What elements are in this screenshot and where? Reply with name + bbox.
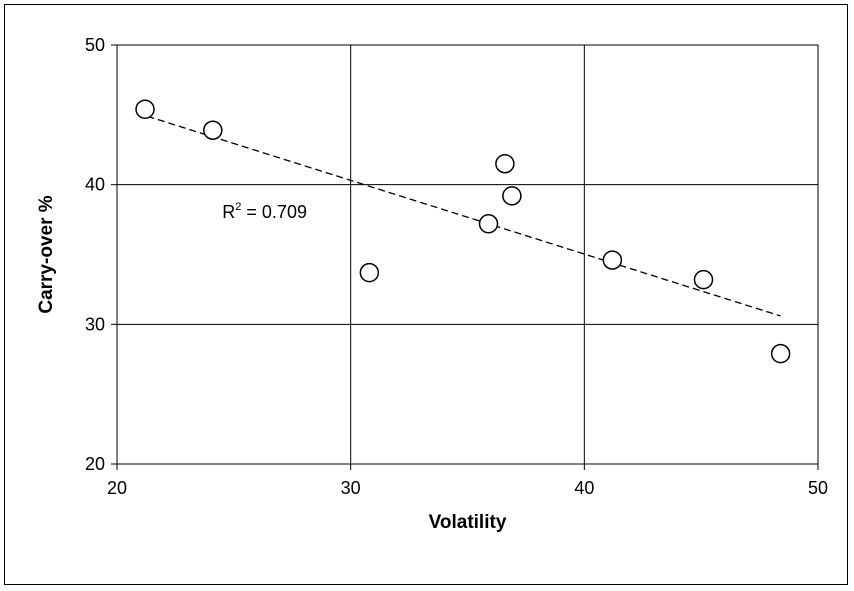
- axis-layer: [111, 44, 819, 470]
- y-tick-label: 50: [85, 35, 105, 55]
- data-point: [359, 262, 380, 283]
- trendline: [147, 115, 781, 317]
- x-axis-title: Volatility: [429, 512, 507, 533]
- tick-label-layer: 20 30 40 50 20 30 40 50: [85, 35, 828, 498]
- plot-area-border: [116, 44, 819, 465]
- trendline-layer: [147, 115, 781, 317]
- r-squared-value: = 0.709: [241, 202, 307, 222]
- x-tick-label: 50: [808, 478, 828, 498]
- data-point: [135, 99, 155, 119]
- y-axis-title: Carry-over %: [36, 195, 57, 313]
- r-squared-label: R: [222, 202, 235, 222]
- data-point-layer: [135, 99, 791, 364]
- data-point: [693, 269, 714, 290]
- y-tick-label: 20: [85, 454, 105, 474]
- data-point: [203, 120, 223, 140]
- x-tick-label: 40: [574, 478, 594, 498]
- data-point: [602, 250, 623, 270]
- r-squared-annotation: R2 = 0.709: [222, 201, 307, 222]
- data-point: [478, 214, 499, 234]
- y-tick-label: 30: [85, 314, 105, 334]
- x-tick-label: 20: [107, 478, 127, 498]
- grid-layer: [117, 45, 818, 464]
- r-squared-exponent: 2: [235, 201, 241, 213]
- y-tick-label: 40: [85, 175, 105, 195]
- x-tick-label: 30: [341, 478, 361, 498]
- data-point: [770, 343, 791, 364]
- data-point: [502, 186, 522, 206]
- data-point: [495, 153, 515, 174]
